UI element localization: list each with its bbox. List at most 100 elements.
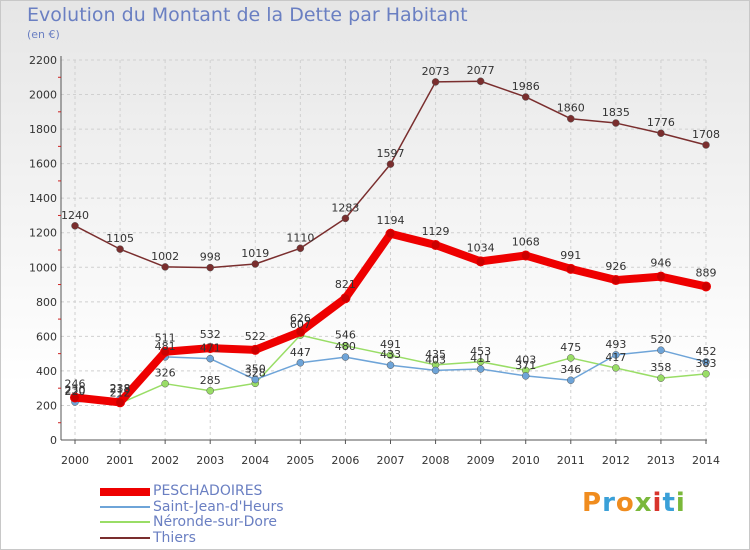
data-label-0: 218 [110,382,131,395]
data-point-0 [160,346,171,357]
data-label-0: 926 [605,260,626,273]
data-label-1: 411 [470,352,491,365]
data-label-2: 607 [290,318,311,331]
y-tick-label: 800 [36,296,57,309]
data-label-2: 212 [110,386,131,399]
data-label-0: 246 [65,378,86,391]
data-labels: 1240 1105 1002 998 1019 1110 1283 1597 2073 2077 1… [61,64,720,399]
data-point-3 [206,263,214,272]
data-label-0: 889 [696,266,717,279]
y-tick-label: 1600 [29,158,57,171]
data-label-3: 1835 [602,106,630,119]
data-point-0 [475,256,486,267]
data-label-3: 1986 [512,80,540,93]
data-point-1 [251,375,260,384]
x-tick-label: 2000 [61,454,89,467]
legend-swatch-thiers [100,536,150,539]
data-point-1 [386,361,395,369]
data-label-2: 475 [560,341,581,354]
data-label-1: 403 [425,353,446,366]
data-label-3: 1002 [151,250,179,263]
data-point-0 [385,228,396,239]
x-tick-label: 2004 [241,454,269,467]
x-tick-label: 2011 [557,454,585,467]
data-label-2: 383 [696,357,717,370]
data-label-1: 350 [245,363,266,376]
x-tick-label: 2006 [331,454,359,467]
data-point-2 [206,387,214,395]
proxiti-logo: Proxiti [582,488,686,518]
data-point-2 [567,354,575,362]
data-point-0 [655,271,666,282]
logo-letter: i [652,488,663,518]
logo-letter: o [615,488,635,518]
data-label-2: 491 [380,338,401,351]
data-point-1 [341,353,350,361]
data-point-3 [657,129,665,137]
data-label-2: 546 [335,329,356,342]
data-label-1: 238 [110,382,131,395]
data-label-1: 471 [200,342,221,355]
data-point-0 [701,281,711,292]
data-label-3: 1019 [241,247,269,260]
data-label-3: 1860 [557,102,585,115]
series-group [70,77,711,408]
data-label-0: 626 [290,312,311,325]
data-label-0: 1129 [422,225,450,238]
data-label-1: 493 [605,338,626,351]
logo-letter: i [675,488,686,518]
data-point-1 [521,372,530,380]
data-point-0 [520,250,531,261]
data-point-3 [612,119,620,127]
data-point-3 [341,214,350,223]
data-point-1 [296,359,305,367]
data-point-2 [612,364,620,372]
data-point-0 [610,275,621,286]
data-point-1 [657,346,665,354]
data-label-1: 481 [155,340,176,353]
data-label-3: 1776 [647,116,675,129]
data-point-3 [71,222,79,230]
data-label-1: 447 [290,346,311,359]
data-label-0: 511 [155,332,176,345]
logo-letter: x [634,488,653,518]
logo-letter: r [602,488,616,518]
data-label-2: 328 [245,366,266,379]
data-point-0 [250,344,261,355]
y-tick-label: 400 [36,365,57,378]
legend-swatch-saint-jean [100,505,150,508]
data-label-2: 326 [155,367,176,380]
data-label-0: 991 [560,249,581,262]
legend-label-saint-jean: Saint-Jean-d'Heurs [153,498,284,515]
data-point-3 [116,245,124,253]
data-point-3 [386,160,395,168]
x-tick-label: 2009 [467,454,495,467]
y-tick-label: 1200 [29,227,57,240]
x-tick-label: 2014 [692,454,720,467]
data-label-3: 1283 [331,201,359,214]
data-point-3 [431,78,440,86]
y-tick-label: 2200 [29,54,57,67]
data-label-3: 1110 [286,231,314,244]
data-label-1: 452 [696,345,717,358]
data-label-1: 220 [65,385,86,398]
y-axis-ticks: 0 200 400 600 800 1000 1200 1400 1600 1800 2000 220… [29,54,57,447]
chart-title: Evolution du Montant de la Dette par Hab… [27,4,468,26]
data-label-2: 358 [650,361,671,374]
data-label-1: 480 [335,340,356,353]
legend-swatch-neronde [100,521,150,523]
data-point-2 [702,370,710,378]
x-tick-label: 2010 [512,454,540,467]
data-point-2 [657,374,665,382]
data-label-3: 2073 [422,65,450,78]
data-point-3 [161,263,169,271]
data-label-1: 433 [380,348,401,361]
data-label-0: 821 [335,278,356,291]
data-point-0 [205,343,216,354]
data-label-3: 1105 [106,232,134,245]
data-label-3: 1240 [61,209,89,222]
data-label-2: 417 [605,351,626,364]
data-label-2: 435 [425,348,446,361]
